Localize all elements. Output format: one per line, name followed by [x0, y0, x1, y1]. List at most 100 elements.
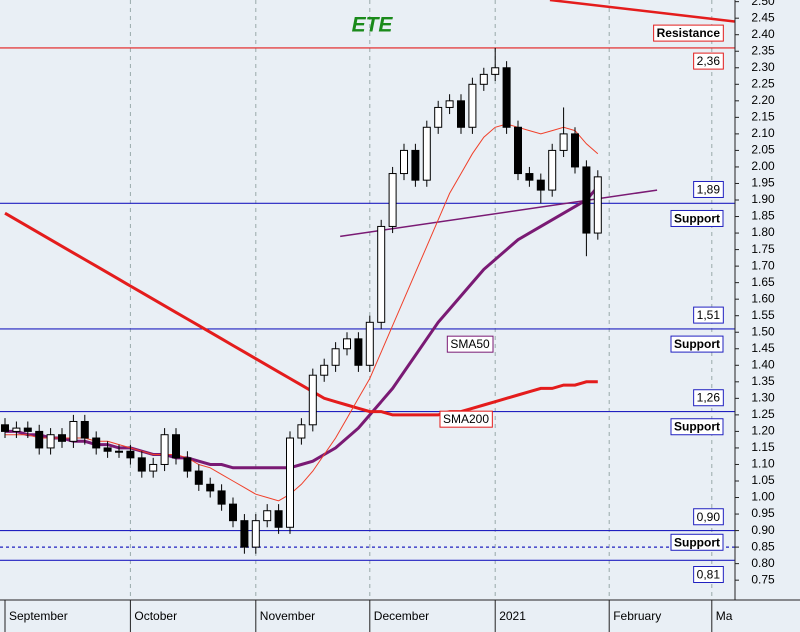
y-tick-label: 1.00 — [751, 490, 775, 504]
candle-body — [457, 100, 465, 128]
candle-body — [160, 434, 169, 465]
candle-body — [240, 520, 249, 548]
candle-body — [137, 457, 146, 472]
level-value-label: 1,26 — [697, 391, 721, 405]
series-label: SMA50 — [450, 337, 490, 351]
candle-body — [320, 364, 329, 376]
candle-body — [35, 430, 44, 449]
candle-body — [468, 83, 477, 128]
candle-body — [263, 510, 272, 522]
y-tick-label: 1.50 — [751, 324, 775, 338]
plot-area — [0, 0, 735, 600]
y-tick-label: 2.35 — [751, 43, 775, 57]
candle-body — [229, 503, 237, 522]
y-tick-label: 2.10 — [751, 126, 775, 140]
series-label-box — [446, 335, 494, 353]
x-tick-label: September — [9, 609, 68, 623]
level-value-label: 2,36 — [697, 54, 721, 68]
candle-body — [217, 490, 226, 505]
y-tick-label: 1.45 — [751, 341, 775, 355]
candle-body — [103, 447, 112, 452]
y-tick-label: 2.40 — [751, 27, 775, 41]
candle-body — [115, 450, 123, 453]
y-tick-label: 1.90 — [751, 192, 775, 206]
level-tag: Support — [674, 337, 720, 351]
candle-body — [400, 149, 408, 175]
y-tick-label: 1.80 — [751, 225, 775, 239]
x-tick-label: October — [134, 609, 177, 623]
y-tick-label: 2.50 — [751, 0, 775, 8]
y-tick-label: 1.85 — [751, 209, 775, 223]
level-value-label-box — [693, 566, 724, 584]
level-value-label: 1,89 — [697, 182, 721, 196]
candle-body — [582, 166, 591, 234]
y-tick-label: 1.55 — [751, 308, 775, 322]
y-tick-label: 1.40 — [751, 357, 775, 371]
candle-body — [514, 126, 522, 175]
level-tag-box — [670, 209, 724, 227]
y-tick-label: 1.10 — [751, 457, 775, 471]
x-tick-label: 2021 — [499, 609, 526, 623]
candle-body — [206, 483, 215, 492]
candle-body — [388, 173, 397, 227]
candle-body — [422, 126, 431, 181]
level-value-label-box — [693, 52, 724, 70]
candle-body — [354, 338, 363, 366]
y-tick-label: 1.75 — [751, 242, 775, 256]
candle-body — [286, 437, 294, 528]
candle-body — [491, 67, 500, 75]
candle-body — [172, 434, 180, 459]
candle-body — [571, 133, 579, 168]
y-tick-label: 1.25 — [751, 407, 775, 421]
y-tick-label: 0.90 — [751, 523, 775, 537]
candle-body — [479, 73, 488, 85]
candle-body — [12, 427, 21, 432]
candle-body — [251, 520, 260, 548]
candle-body — [149, 463, 158, 472]
candle-body — [559, 133, 568, 151]
ma-line — [5, 123, 599, 502]
candle-body — [46, 434, 55, 449]
level-value-label-box — [693, 180, 724, 198]
candle-body — [593, 176, 602, 234]
series-label-box — [439, 410, 493, 428]
candle-body — [343, 338, 351, 350]
candle-body — [80, 420, 89, 439]
candle-body — [308, 374, 317, 426]
x-tick-label: Ma — [716, 609, 733, 623]
level-tag: Resistance — [657, 26, 721, 40]
candle-body — [536, 179, 545, 191]
candle-body — [183, 457, 192, 472]
y-tick-label: 1.65 — [751, 275, 775, 289]
level-value-label-box — [693, 306, 724, 324]
x-tick-label: December — [374, 609, 429, 623]
chart-title: ETE — [352, 14, 394, 37]
y-tick-label: 2.45 — [751, 10, 775, 24]
candle-body — [69, 420, 78, 442]
y-tick-label: 2.30 — [751, 60, 775, 74]
candle-body — [23, 427, 32, 432]
y-tick-label: 0.80 — [751, 556, 775, 570]
candle-body — [126, 450, 135, 459]
y-tick-label: 1.60 — [751, 291, 775, 305]
candle-body — [92, 437, 101, 449]
y-tick-label: 1.70 — [751, 258, 775, 272]
y-tick-label: 1.95 — [751, 176, 775, 190]
y-tick-label: 2.15 — [751, 110, 775, 124]
candle-body — [411, 149, 420, 181]
candle-body — [194, 470, 203, 485]
candle-body — [548, 149, 557, 191]
ma-line — [5, 185, 599, 470]
level-value-label-box — [693, 508, 724, 526]
level-tag-box — [670, 533, 724, 551]
series-label: SMA200 — [443, 412, 489, 426]
candle-body — [58, 434, 66, 442]
level-tag: Support — [674, 420, 720, 434]
level-tag: Support — [674, 535, 720, 549]
y-tick-label: 2.00 — [751, 159, 775, 173]
candle-body — [297, 424, 306, 439]
candle-body — [525, 173, 534, 181]
candle-body — [1, 424, 9, 432]
level-value-label: 1,51 — [697, 308, 721, 322]
